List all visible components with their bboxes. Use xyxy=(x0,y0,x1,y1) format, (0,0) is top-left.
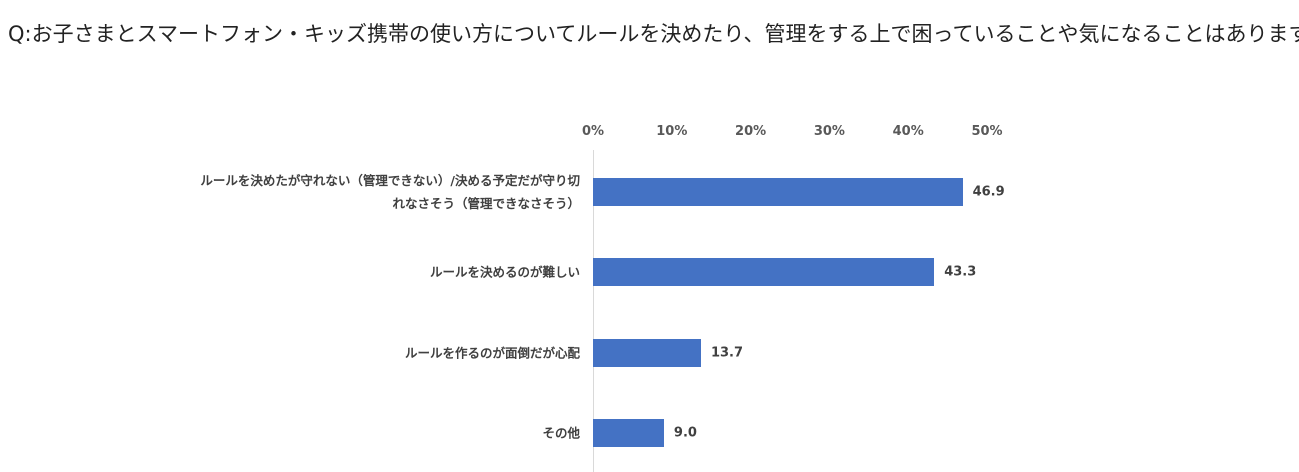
axis-line xyxy=(593,150,594,472)
category-label: ルールを決めるのが難しい xyxy=(429,264,580,280)
x-tick-label: 0% xyxy=(581,124,605,139)
category-label: その他 xyxy=(542,425,580,441)
x-tick-label: 30% xyxy=(813,124,845,139)
bar xyxy=(593,419,664,447)
category-label: ルールを作るのが面倒だが心配 xyxy=(404,345,580,361)
value-label: 46.9 xyxy=(972,184,1005,200)
value-label: 13.7 xyxy=(710,345,744,361)
bar xyxy=(593,178,963,206)
bar xyxy=(593,339,701,367)
x-tick-label: 20% xyxy=(735,124,767,139)
x-tick-label: 40% xyxy=(892,124,924,139)
value-label: 43.3 xyxy=(944,264,977,280)
x-tick-label: 50% xyxy=(971,124,1003,139)
bar xyxy=(593,258,935,286)
x-tick-label: 10% xyxy=(656,124,688,139)
chart-title: Q:お子さまとスマートフォン・キッズ携帯の使い方についてルールを決めたり、管理を… xyxy=(8,22,1299,46)
value-label: 9.0 xyxy=(673,425,697,441)
category-label: ルールを決めたが守れない（管理できない）/決める予定だが守り切れなさそう（管理で… xyxy=(200,173,580,211)
